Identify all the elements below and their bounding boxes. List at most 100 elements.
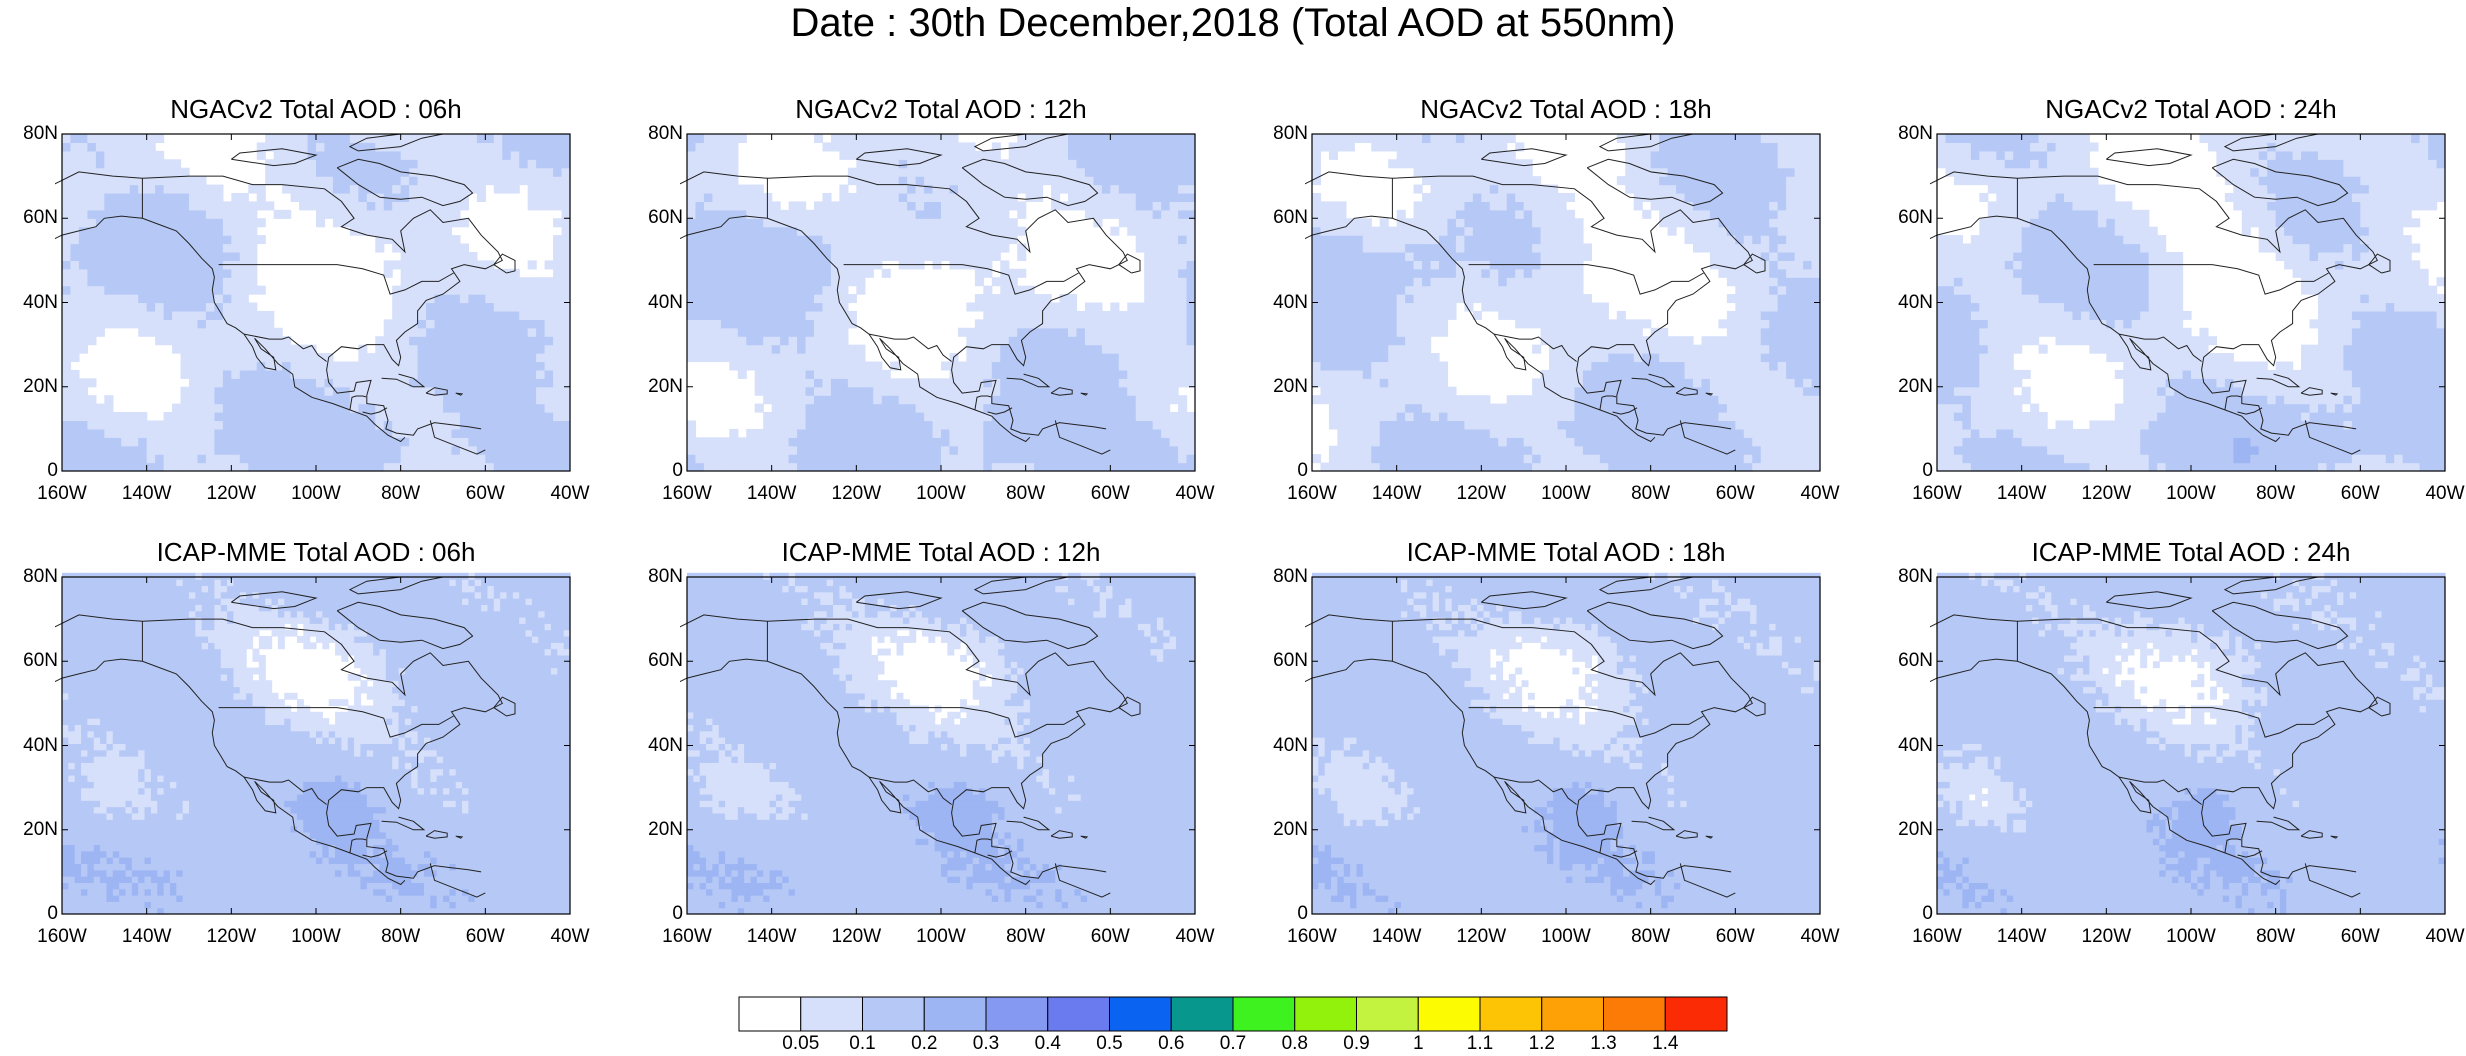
x-tick-label: 80W xyxy=(991,483,1061,505)
colorbar-box xyxy=(1232,996,1296,1032)
x-tick-label: 80W xyxy=(2241,483,2311,505)
y-tick-label: 20N xyxy=(623,819,683,841)
x-tick-label: 140W xyxy=(1987,483,2057,505)
colorbar-label: 0.5 xyxy=(1080,1034,1140,1054)
y-tick-label: 60N xyxy=(0,650,58,672)
x-tick-label: 100W xyxy=(281,926,351,948)
panel-ngacv2-18h-map xyxy=(1305,133,1821,472)
colorbar-box xyxy=(862,996,925,1032)
y-tick-label: 20N xyxy=(0,376,58,398)
panel-ngacv2-12h-map xyxy=(680,133,1196,472)
y-tick-label: 40N xyxy=(1873,735,1933,757)
y-tick-label: 80N xyxy=(1248,566,1308,588)
coastlines xyxy=(680,576,1141,898)
x-tick-label: 120W xyxy=(821,483,891,505)
aod-field xyxy=(1937,134,2446,472)
x-tick-label: 100W xyxy=(2156,926,2226,948)
y-tick-label: 0 xyxy=(0,460,58,482)
colorbar-box xyxy=(738,996,802,1032)
x-tick-label: 160W xyxy=(652,483,722,505)
x-tick-label: 160W xyxy=(1277,926,1347,948)
figure-title: Date : 30th December,2018 (Total AOD at … xyxy=(0,0,2466,46)
colorbar-box xyxy=(1109,996,1172,1032)
colorbar-label: 0.05 xyxy=(771,1034,831,1054)
y-tick-label: 40N xyxy=(623,292,683,314)
y-tick-label: 20N xyxy=(0,819,58,841)
x-tick-label: 80W xyxy=(1616,483,1686,505)
colorbar-label: 0.3 xyxy=(956,1034,1016,1054)
y-tick-label: 20N xyxy=(1873,819,1933,841)
x-tick-label: 120W xyxy=(1446,926,1516,948)
x-tick-label: 80W xyxy=(2241,926,2311,948)
x-tick-label: 100W xyxy=(1531,483,1601,505)
y-tick-label: 0 xyxy=(1248,460,1308,482)
aod-field xyxy=(1312,134,1821,472)
colorbar-box xyxy=(1170,996,1234,1032)
y-tick-label: 0 xyxy=(623,903,683,925)
colorbar-box xyxy=(1664,996,1728,1032)
panel-icap-mme-24h-title: ICAP-MME Total AOD : 24h xyxy=(1931,537,2451,567)
panel-ngacv2-24h-title: NGACv2 Total AOD : 24h xyxy=(1931,94,2451,124)
colorbar-label: 1.3 xyxy=(1574,1034,1634,1054)
y-tick-label: 80N xyxy=(1248,123,1308,145)
y-tick-label: 40N xyxy=(1248,735,1308,757)
panel-icap-mme-12h-map xyxy=(680,572,1196,915)
y-tick-label: 20N xyxy=(1248,819,1308,841)
y-tick-label: 40N xyxy=(623,735,683,757)
colorbar-box xyxy=(1356,996,1419,1032)
colorbar-label: 0.7 xyxy=(1203,1034,1263,1054)
y-tick-label: 80N xyxy=(623,566,683,588)
x-tick-label: 160W xyxy=(1902,483,1972,505)
y-tick-label: 0 xyxy=(1873,903,1933,925)
panel-icap-mme-12h-title: ICAP-MME Total AOD : 12h xyxy=(681,537,1201,567)
x-tick-label: 60W xyxy=(450,483,520,505)
colorbar-box xyxy=(800,996,863,1032)
y-tick-label: 0 xyxy=(1248,903,1308,925)
x-tick-label: 80W xyxy=(991,926,1061,948)
x-tick-label: 100W xyxy=(1531,926,1601,948)
x-tick-label: 60W xyxy=(1700,926,1770,948)
panel-ngacv2-12h-title: NGACv2 Total AOD : 12h xyxy=(681,94,1201,124)
x-tick-label: 100W xyxy=(906,483,976,505)
x-tick-label: 60W xyxy=(1075,483,1145,505)
panel-ngacv2-06h-map xyxy=(55,133,571,472)
panel-ngacv2-18h-title: NGACv2 Total AOD : 18h xyxy=(1306,94,1826,124)
x-tick-label: 80W xyxy=(1616,926,1686,948)
y-tick-label: 40N xyxy=(1873,292,1933,314)
colorbar-box xyxy=(985,996,1049,1032)
colorbar-label: 0.9 xyxy=(1327,1034,1387,1054)
colorbar-box xyxy=(1047,996,1110,1032)
y-tick-label: 40N xyxy=(1248,292,1308,314)
colorbar-box xyxy=(1417,996,1481,1032)
coastlines xyxy=(1305,576,1766,898)
x-tick-label: 60W xyxy=(450,926,520,948)
y-tick-label: 60N xyxy=(1248,207,1308,229)
aod-colorbar xyxy=(738,996,1728,1032)
x-tick-label: 140W xyxy=(112,926,182,948)
aod-field xyxy=(62,572,571,915)
x-tick-label: 160W xyxy=(652,926,722,948)
y-tick-label: 0 xyxy=(0,903,58,925)
colorbar-label: 1.2 xyxy=(1512,1034,1572,1054)
colorbar-label: 0.8 xyxy=(1265,1034,1325,1054)
aod-field xyxy=(1312,572,1821,915)
x-tick-label: 100W xyxy=(2156,483,2226,505)
x-tick-label: 60W xyxy=(2325,483,2395,505)
panel-icap-mme-06h-title: ICAP-MME Total AOD : 06h xyxy=(56,537,576,567)
x-tick-label: 40W xyxy=(2410,926,2466,948)
coastlines xyxy=(1930,133,2391,455)
y-tick-label: 60N xyxy=(623,650,683,672)
x-tick-label: 60W xyxy=(2325,926,2395,948)
x-tick-label: 100W xyxy=(281,483,351,505)
x-tick-label: 160W xyxy=(27,483,97,505)
aod-field xyxy=(687,572,1196,915)
x-tick-label: 140W xyxy=(1987,926,2057,948)
y-tick-label: 80N xyxy=(1873,566,1933,588)
x-tick-label: 120W xyxy=(2071,483,2141,505)
x-tick-label: 40W xyxy=(1160,483,1230,505)
colorbar-label: 0.6 xyxy=(1141,1034,1201,1054)
x-tick-label: 160W xyxy=(27,926,97,948)
x-tick-label: 120W xyxy=(196,926,266,948)
x-tick-label: 120W xyxy=(821,926,891,948)
colorbar-box xyxy=(1541,996,1604,1032)
